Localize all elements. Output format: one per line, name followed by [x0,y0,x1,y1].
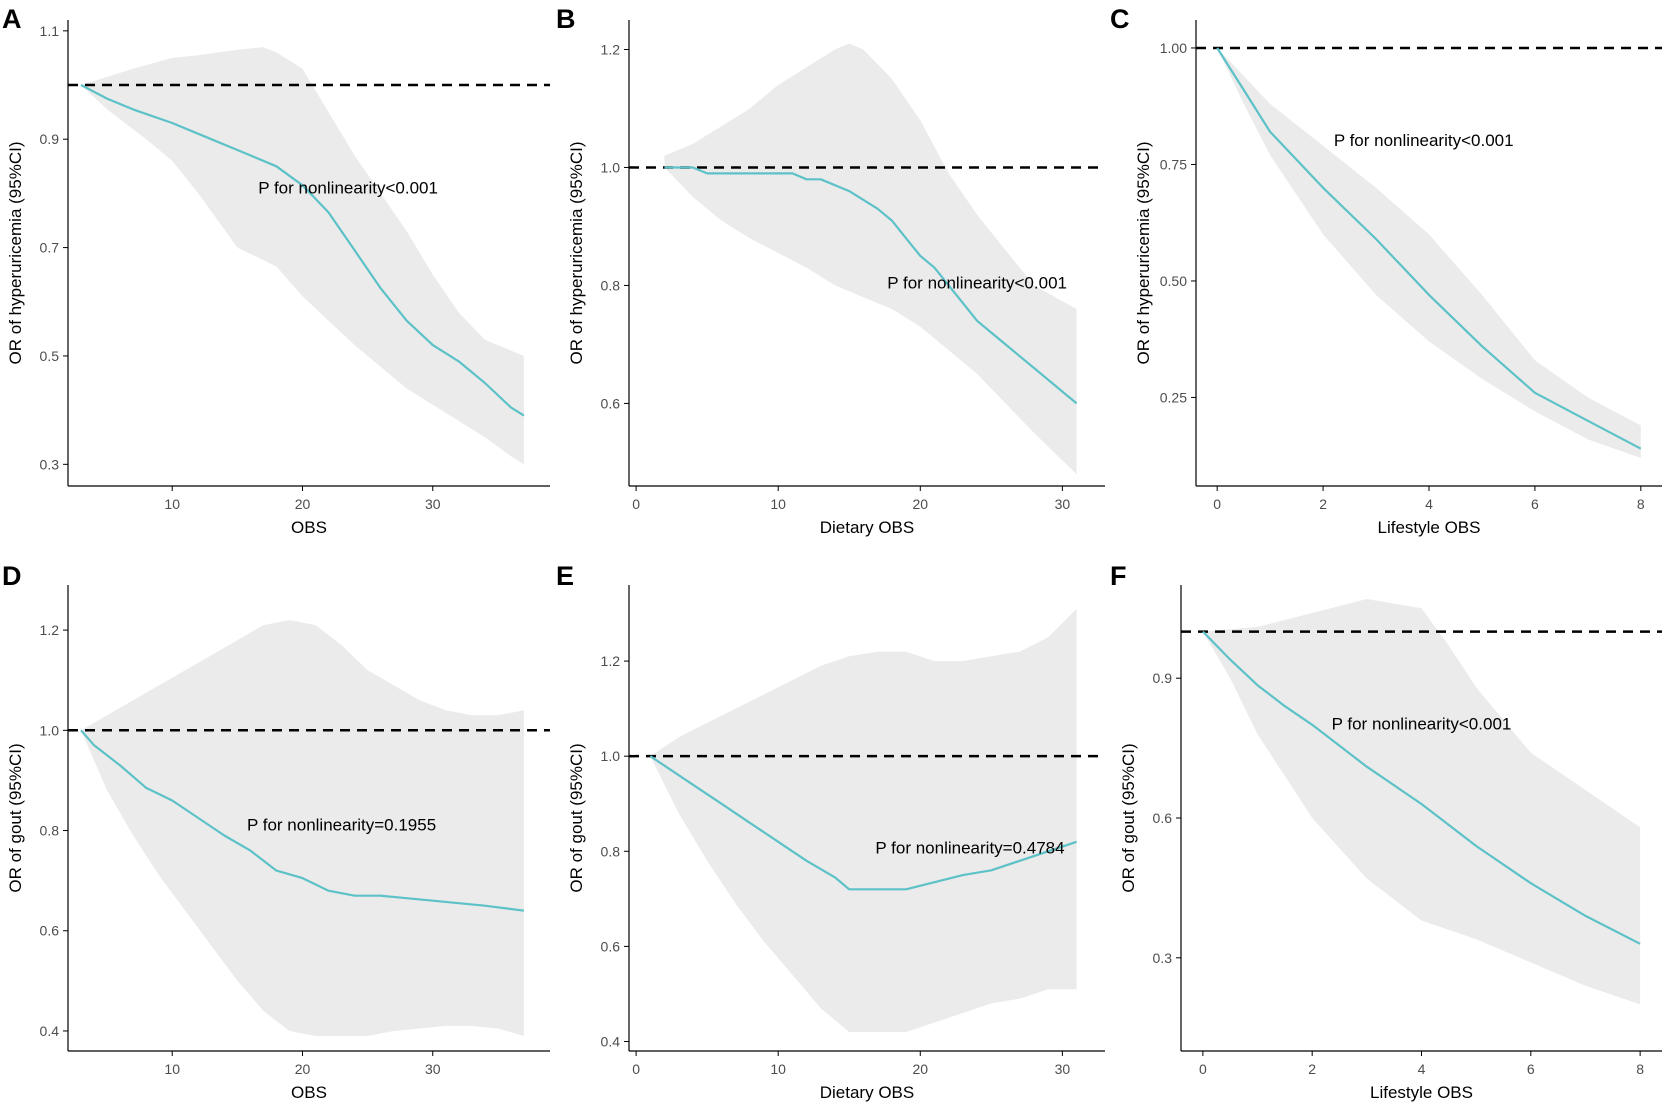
x-tick-label-e: 0 [632,1061,640,1077]
nonlinearity-annotation-d: P for nonlinearity=0.1955 [247,816,436,835]
panel-e: 0.4 0.6 0.8 1.0 1.2 0 10 20 30 Dietary OBS OR of g… [556,561,1105,1102]
y-axis-title-c: OR of hyperuricemia (95%CI) [1134,142,1153,365]
x-tick-label-c: 6 [1531,496,1539,512]
y-tick-label-a: 0.7 [40,240,60,256]
x-tick-label-c: 2 [1319,496,1327,512]
y-axis-title-d: OR of gout (95%CI) [6,743,25,892]
y-tick-label-c: 0.50 [1160,273,1187,289]
nonlinearity-annotation-f: P for nonlinearity<0.001 [1332,714,1512,733]
panel-letter-d: D [2,561,22,591]
y-tick-label-a: 1.1 [40,23,60,39]
x-tick-label-a: 10 [164,496,180,512]
panel-c: 0.25 0.50 0.75 1.00 0 2 4 6 8 Lifestyle OBS OR of … [1110,4,1662,537]
y-tick-label-f: 0.9 [1153,670,1173,686]
or-curve-b [664,166,1078,405]
x-tick-label-c: 4 [1425,496,1433,512]
x-tick-label-e: 10 [770,1061,786,1077]
x-tick-label-f: 0 [1199,1061,1207,1077]
y-axis-title-f: OR of gout (95%CI) [1119,743,1138,892]
x-axis-title-b: Dietary OBS [820,518,914,537]
y-tick-label-f: 0.6 [1153,810,1173,826]
y-axis-title-a: OR of hyperuricemia (95%CI) [6,142,25,365]
panel-b: 0.6 0.8 1.0 1.2 0 10 20 30 Dietary OBS OR of hype… [556,4,1105,537]
panel-letter-f: F [1110,561,1127,591]
y-tick-label-a: 0.3 [40,456,60,472]
y-tick-label-d: 1.2 [40,622,60,638]
x-axis-title-a: OBS [291,518,327,537]
panel-a: 0.3 0.5 0.7 0.9 1.1 10 20 30 OBS OR of hyperurice… [2,4,550,537]
nonlinearity-annotation-b: P for nonlinearity<0.001 [887,273,1067,292]
x-tick-label-a: 20 [295,496,311,512]
x-tick-label-f: 4 [1418,1061,1426,1077]
or-curve-e [649,755,1077,891]
or-curve-a [80,84,525,417]
panel-letter-e: E [556,561,574,591]
panel-d: 0.4 0.6 0.8 1.0 1.2 10 20 30 OBS OR of gout (95%C… [2,561,550,1102]
x-tick-label-e: 20 [912,1061,928,1077]
x-axis-title-d: OBS [291,1083,327,1102]
ci-band-e [650,608,1077,1032]
x-tick-label-f: 8 [1636,1061,1644,1077]
x-axis-title-f: Lifestyle OBS [1370,1083,1473,1102]
x-tick-label-c: 8 [1637,496,1645,512]
panel-letter-c: C [1110,4,1130,34]
panel-letter-b: B [556,4,576,34]
panel-f: 0.3 0.6 0.9 0 2 4 6 8 Lifestyle OBS OR of gout (9… [1110,561,1662,1102]
y-tick-label-c: 1.00 [1160,40,1187,56]
y-tick-label-e: 0.6 [601,938,621,954]
y-axis-title-e: OR of gout (95%CI) [567,743,586,892]
y-tick-label-a: 0.5 [40,348,60,364]
y-tick-label-d: 0.8 [40,823,60,839]
nonlinearity-annotation-e: P for nonlinearity=0.4784 [875,839,1064,858]
x-tick-label-a: 30 [425,496,441,512]
y-tick-label-d: 1.0 [40,722,60,738]
ci-band-b [664,43,1077,475]
y-tick-label-b: 1.0 [601,159,621,175]
x-tick-label-b: 0 [632,496,640,512]
y-tick-label-b: 0.6 [601,395,621,411]
x-tick-label-f: 6 [1527,1061,1535,1077]
x-tick-label-d: 20 [295,1061,311,1077]
x-tick-label-e: 30 [1055,1061,1071,1077]
y-tick-label-e: 0.8 [601,843,621,859]
x-tick-label-b: 20 [912,496,928,512]
ci-band-c [1217,48,1641,458]
x-axis-title-c: Lifestyle OBS [1378,518,1481,537]
ci-band-a [81,47,524,465]
y-tick-label-f: 0.3 [1153,950,1173,966]
x-tick-label-b: 30 [1055,496,1071,512]
y-tick-label-d: 0.6 [40,923,60,939]
y-axis-title-b: OR of hyperuricemia (95%CI) [567,142,586,365]
y-tick-label-a: 0.9 [40,131,60,147]
y-tick-label-c: 0.75 [1160,156,1187,172]
y-tick-label-b: 0.8 [601,277,621,293]
ci-band-f [1202,599,1641,1005]
nonlinearity-annotation-a: P for nonlinearity<0.001 [258,178,438,197]
y-tick-label-b: 1.2 [601,41,621,57]
y-tick-label-e: 1.0 [601,748,621,764]
x-axis-title-e: Dietary OBS [820,1083,914,1102]
x-tick-label-b: 10 [770,496,786,512]
ci-band-d [81,620,524,1036]
or-curve-d [80,729,525,912]
nonlinearity-annotation-c: P for nonlinearity<0.001 [1334,131,1514,150]
panel-letter-a: A [2,4,22,34]
y-tick-label-e: 1.2 [601,653,621,669]
x-tick-label-d: 30 [425,1061,441,1077]
y-tick-label-c: 0.25 [1160,389,1187,405]
y-tick-label-d: 0.4 [40,1023,60,1039]
y-tick-label-e: 0.4 [601,1033,621,1049]
x-tick-label-c: 0 [1213,496,1221,512]
or-curve-f [1202,630,1641,945]
x-tick-label-f: 2 [1308,1061,1316,1077]
or-curve-c [1216,47,1642,450]
x-tick-label-d: 10 [164,1061,180,1077]
